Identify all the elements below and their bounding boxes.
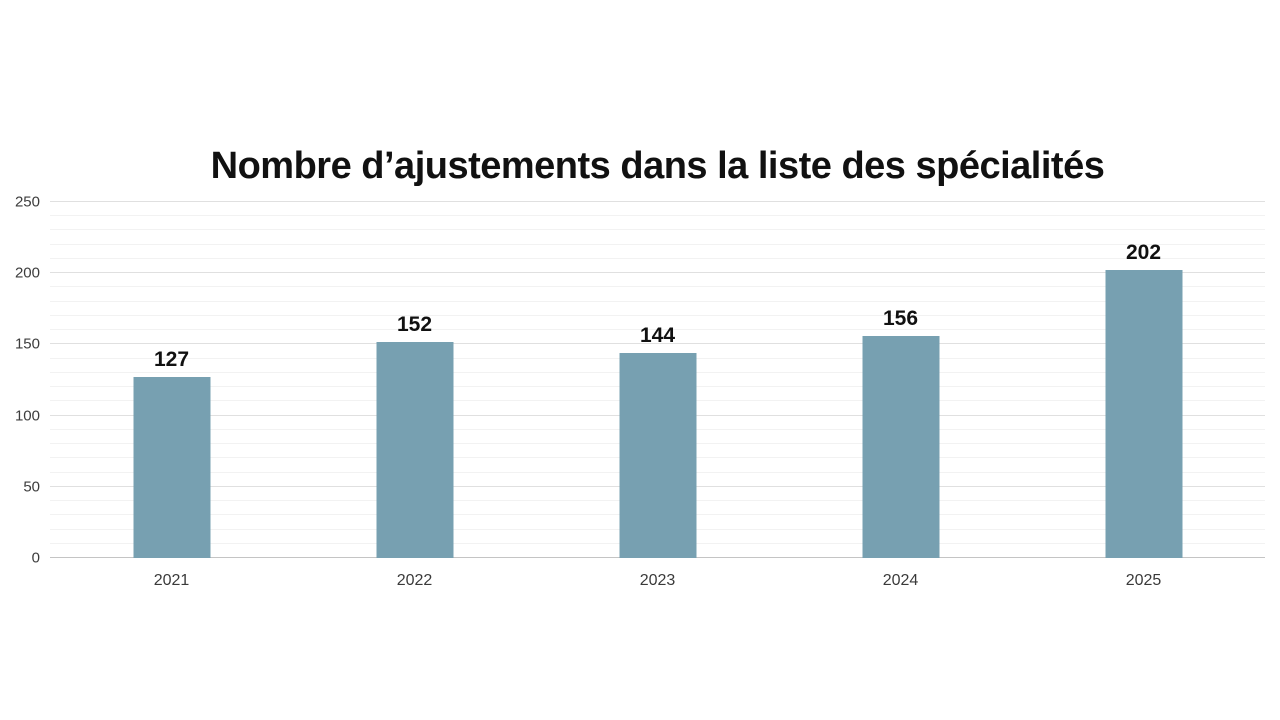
gridline-major-200 bbox=[50, 272, 1265, 274]
y-tick-label-250: 250 bbox=[14, 193, 40, 211]
y-tick-label-50: 50 bbox=[23, 478, 40, 496]
x-tick-label-2025: 2025 bbox=[1125, 572, 1162, 589]
y-tick-label-200: 200 bbox=[14, 264, 40, 282]
bar-2022 bbox=[376, 341, 453, 558]
y-tick-label-0: 0 bbox=[31, 549, 40, 567]
y-tick-label-150: 150 bbox=[14, 335, 40, 353]
bar-value-label-2023: 144 bbox=[639, 323, 676, 347]
x-tick-label-2021: 2021 bbox=[153, 572, 190, 589]
bar-value-label-2022: 152 bbox=[396, 312, 433, 336]
bar-2021 bbox=[133, 377, 210, 558]
bar-slot-2025: 202 bbox=[1022, 202, 1265, 558]
bar-slot-2023: 144 bbox=[536, 202, 779, 558]
bar-2023 bbox=[619, 352, 696, 558]
bar-2025 bbox=[1105, 270, 1182, 558]
y-axis: 0 50 100 150 200 250 bbox=[0, 195, 40, 566]
gridline-major-250 bbox=[50, 201, 1265, 202]
gridline-minor-190 bbox=[50, 286, 1265, 288]
plot-area: 127 152 144 156 202 bbox=[50, 201, 1265, 558]
gridline-minor-220 bbox=[50, 243, 1265, 245]
bar-2024 bbox=[862, 335, 939, 558]
gridline-minor-210 bbox=[50, 257, 1265, 259]
y-tick-label-100: 100 bbox=[14, 407, 40, 425]
gridline-minor-170 bbox=[50, 314, 1265, 316]
bar-slot-2022: 152 bbox=[293, 202, 536, 558]
x-tick-label-2023: 2023 bbox=[639, 572, 676, 589]
gridline-major-150 bbox=[50, 343, 1265, 345]
bar-slot-2021: 127 bbox=[50, 202, 293, 558]
x-tick-label-2024: 2024 bbox=[882, 572, 919, 589]
bar-value-label-2024: 156 bbox=[882, 306, 919, 330]
bar-value-label-2021: 127 bbox=[153, 348, 190, 372]
x-tick-label-2022: 2022 bbox=[396, 572, 433, 589]
x-axis: 2021 2022 2023 2024 2025 bbox=[50, 571, 1265, 590]
bar-slot-2024: 156 bbox=[779, 202, 1022, 558]
gridline-minor-180 bbox=[50, 300, 1265, 302]
chart-title: Nombre d’ajustements dans la liste des s… bbox=[210, 145, 1105, 187]
gridline-minor-230 bbox=[50, 229, 1265, 231]
bar-value-label-2025: 202 bbox=[1125, 241, 1162, 265]
gridline-minor-160 bbox=[50, 329, 1265, 331]
gridline-minor-240 bbox=[50, 215, 1265, 217]
